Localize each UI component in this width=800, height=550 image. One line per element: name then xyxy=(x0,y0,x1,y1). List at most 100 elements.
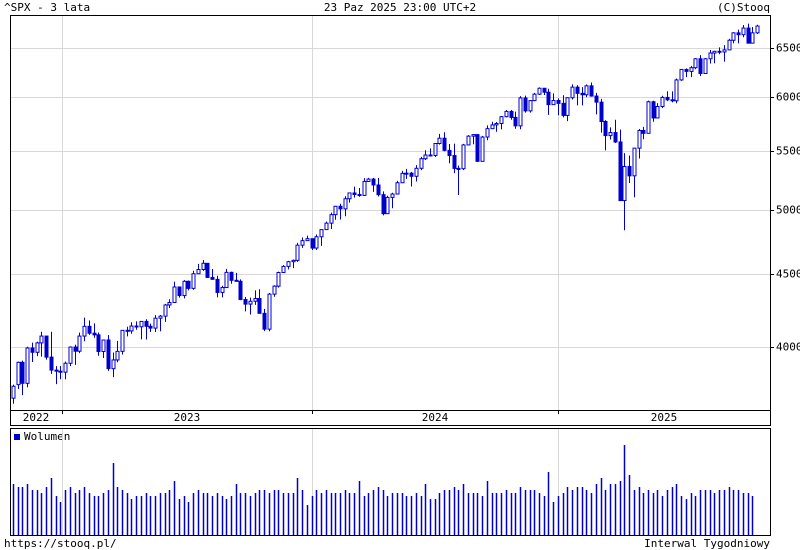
candle-body xyxy=(11,385,16,399)
candle-body xyxy=(513,116,518,127)
candle-body xyxy=(679,68,684,81)
candle-body xyxy=(551,99,556,106)
interval: Interwal Tygodniowy xyxy=(644,537,770,550)
candle-body xyxy=(305,238,310,242)
candle-body xyxy=(153,317,158,329)
candle-body xyxy=(272,285,277,295)
candle-body xyxy=(177,286,182,297)
y-tick-label: 5500 xyxy=(776,145,800,158)
candle-body xyxy=(442,137,447,151)
candle-body xyxy=(276,272,281,287)
candle-body xyxy=(68,346,73,364)
candle-body xyxy=(144,320,149,327)
y-tick-label: 5000 xyxy=(776,204,800,217)
candle-body xyxy=(494,122,499,126)
candle-body xyxy=(437,137,442,144)
candle-body xyxy=(556,99,561,104)
candle-body xyxy=(537,87,542,95)
candle-body xyxy=(528,100,533,112)
price-panel xyxy=(10,15,771,426)
candle-body xyxy=(158,315,163,319)
candle-body xyxy=(257,298,262,314)
candle-body xyxy=(295,244,300,261)
candle-body xyxy=(385,196,390,215)
candle-body xyxy=(466,135,471,146)
candle-body xyxy=(167,302,172,306)
candle-body xyxy=(670,99,675,102)
candle-body xyxy=(291,259,296,263)
candle-body xyxy=(452,155,457,169)
candle-body xyxy=(608,132,613,137)
candle-body xyxy=(447,149,452,157)
candle-body xyxy=(409,172,414,177)
candle-body xyxy=(708,52,713,60)
volume-legend-swatch xyxy=(14,434,20,440)
candle-body xyxy=(186,280,191,289)
candle-body xyxy=(741,27,746,36)
candle-body xyxy=(499,116,504,124)
candle-body xyxy=(746,27,751,44)
candle-body xyxy=(381,194,386,215)
y-tick-label: 6000 xyxy=(776,91,800,104)
candle-body xyxy=(471,134,476,137)
candle-body xyxy=(674,79,679,102)
y-tick-label: 4500 xyxy=(776,268,800,281)
candle-body xyxy=(400,172,405,184)
candle-body xyxy=(347,192,352,200)
candle-body xyxy=(324,222,329,231)
candle-body xyxy=(20,361,25,384)
chart-subtitle: 23 Paz 2025 23:00 UTC+2 xyxy=(324,1,476,14)
candle-body xyxy=(262,312,267,330)
candle-body xyxy=(404,172,409,175)
candle-body xyxy=(475,134,480,162)
candle-body xyxy=(205,262,210,278)
candle-body xyxy=(248,300,253,305)
candle-body xyxy=(310,238,315,249)
candle-body xyxy=(49,356,54,371)
candle-body xyxy=(594,95,599,103)
candle-body xyxy=(329,214,334,224)
candle-body xyxy=(727,39,732,51)
candle-body xyxy=(423,154,428,160)
candle-body xyxy=(196,269,201,275)
candle-body xyxy=(106,339,111,370)
candle-body xyxy=(148,325,153,329)
candle-body xyxy=(456,167,461,170)
candle-body xyxy=(35,342,40,353)
candle-body xyxy=(96,334,101,353)
candle-body xyxy=(428,154,433,157)
x-tick-label: 2022 xyxy=(23,411,50,424)
candle-body xyxy=(92,332,97,336)
candle-body xyxy=(120,329,125,352)
candle-body xyxy=(518,97,523,127)
candle-body xyxy=(314,236,319,249)
candle-body xyxy=(134,325,139,328)
volume-panel xyxy=(10,428,771,536)
candle-body xyxy=(139,320,144,328)
candle-body xyxy=(362,180,367,196)
candle-body xyxy=(433,142,438,156)
candle-body xyxy=(414,167,419,177)
candle-body xyxy=(333,205,338,216)
candle-body xyxy=(485,128,490,138)
candle-body xyxy=(73,346,78,352)
candle-body xyxy=(54,369,59,372)
candle-body xyxy=(480,136,485,162)
candle-body xyxy=(191,273,196,289)
candle-body xyxy=(25,347,30,384)
x-tick-label: 2025 xyxy=(651,411,678,424)
candle-body xyxy=(717,50,722,53)
candle-body xyxy=(111,359,116,370)
url: https://stooq.pl/ xyxy=(4,537,117,550)
x-tick-label: 2024 xyxy=(422,411,449,424)
candle-body xyxy=(750,32,755,44)
candle-body xyxy=(712,50,717,54)
candle-body xyxy=(618,141,623,202)
candle-body xyxy=(660,96,665,108)
candle-body xyxy=(622,165,627,202)
candle-body xyxy=(722,49,727,53)
candle-body xyxy=(319,229,324,238)
candle-body xyxy=(419,158,424,169)
y-tick-label: 6500 xyxy=(776,42,800,55)
candle-body xyxy=(693,58,698,69)
